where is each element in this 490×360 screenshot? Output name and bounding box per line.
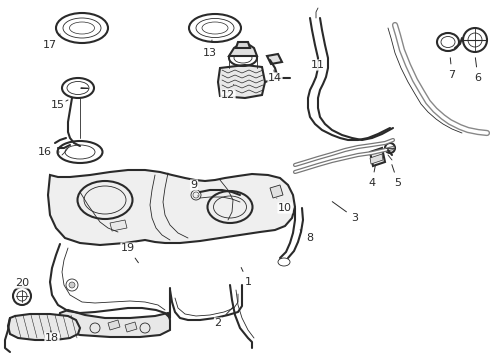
- Text: 3: 3: [332, 202, 359, 223]
- Text: 2: 2: [215, 307, 233, 328]
- Text: 4: 4: [368, 165, 375, 188]
- Text: 8: 8: [300, 230, 314, 243]
- Polygon shape: [48, 170, 295, 245]
- Text: 12: 12: [221, 85, 235, 100]
- Polygon shape: [229, 44, 257, 56]
- Polygon shape: [58, 310, 170, 337]
- Text: 15: 15: [51, 100, 68, 110]
- Text: 13: 13: [203, 40, 217, 58]
- Text: 16: 16: [38, 147, 59, 157]
- Polygon shape: [270, 185, 283, 198]
- Text: 19: 19: [121, 243, 138, 263]
- Text: 7: 7: [448, 58, 456, 80]
- Text: 18: 18: [45, 331, 59, 343]
- Polygon shape: [8, 314, 80, 340]
- Text: 20: 20: [15, 278, 29, 288]
- Polygon shape: [110, 220, 127, 231]
- Polygon shape: [370, 154, 383, 164]
- Polygon shape: [125, 322, 137, 332]
- Polygon shape: [370, 148, 385, 166]
- Text: 9: 9: [191, 180, 198, 196]
- Text: 6: 6: [474, 58, 482, 83]
- Text: 5: 5: [392, 165, 401, 188]
- Text: 10: 10: [277, 198, 292, 213]
- Text: 11: 11: [311, 60, 325, 77]
- Text: 1: 1: [241, 267, 251, 287]
- Polygon shape: [108, 320, 120, 330]
- Polygon shape: [267, 54, 282, 64]
- Text: 14: 14: [268, 70, 282, 83]
- Polygon shape: [236, 42, 250, 48]
- Polygon shape: [218, 65, 265, 98]
- Text: 17: 17: [43, 34, 60, 50]
- Circle shape: [69, 282, 75, 288]
